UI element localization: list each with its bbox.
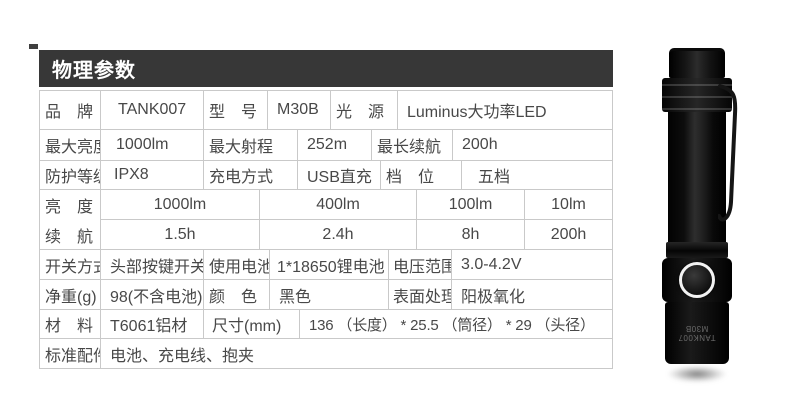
table-cell: 净重(g) (40, 280, 101, 310)
table-cell: 型 号 (204, 91, 268, 130)
table-cell: 档 位 (381, 161, 462, 190)
table-cell: 使用电池 (204, 250, 270, 280)
table-row: 亮 度 1000lm 400lm 100lm 10lm (40, 190, 613, 220)
section-header-bar: 物理参数 (39, 50, 613, 87)
table-cell: 表面处理 (389, 280, 452, 310)
table-cell: 续 航 (40, 220, 101, 250)
table-cell: 头部按键开关 (101, 250, 204, 280)
table-cell: 200h (453, 130, 613, 161)
table-cell: 颜 色 (204, 280, 270, 310)
flashlight-reflection (668, 366, 726, 382)
flashlight-brand-text: TANK007 M30B (678, 324, 716, 342)
table-cell: 五档 (462, 161, 613, 190)
table-row: 续 航 1.5h 2.4h 8h 200h (40, 220, 613, 250)
table-cell: 3.0-4.2V (452, 250, 613, 280)
table-cell: 尺寸(mm) (204, 310, 300, 339)
table-cell: 开关方式 (40, 250, 101, 280)
table-cell: IPX8 (101, 161, 204, 190)
table-row: 材 料 T6061铝材 尺寸(mm) 136 （长度） * 25.5 （筒径） … (40, 310, 613, 339)
table-cell: 1.5h (101, 220, 260, 250)
flashlight-body (668, 112, 726, 242)
table-row: 品 牌 TANK007 型 号 M30B 光 源 Luminus大功率LED (40, 91, 613, 130)
table-cell: 1000lm (101, 130, 204, 161)
flashlight-switch-section (662, 258, 732, 302)
table-cell: 200h (525, 220, 613, 250)
table-cell: 电池、充电线、抱夹 (101, 339, 613, 369)
table-cell: 阳极氧化 (452, 280, 613, 310)
table-cell: 品 牌 (40, 91, 101, 130)
table-cell: 10lm (525, 190, 613, 220)
table-cell: USB直充 (298, 161, 381, 190)
table-row: 最大亮度 1000lm 最大射程 252m 最长续航 200h (40, 130, 613, 161)
flashlight-ring (666, 242, 728, 258)
table-cell: 1000lm (101, 190, 260, 220)
table-cell: 最大射程 (204, 130, 298, 161)
flashlight-switch-button (679, 262, 715, 298)
table-cell: 98(不含电池) (101, 280, 204, 310)
spec-table: 品 牌 TANK007 型 号 M30B 光 源 Luminus大功率LED 最… (39, 90, 613, 369)
table-cell: 电压范围 (389, 250, 452, 280)
table-cell: 充电方式 (204, 161, 298, 190)
table-cell: 8h (417, 220, 525, 250)
table-cell: Luminus大功率LED (398, 91, 613, 130)
corner-mark (29, 44, 38, 49)
table-cell: 400lm (260, 190, 417, 220)
table-cell: 2.4h (260, 220, 417, 250)
table-cell: 最大亮度 (40, 130, 101, 161)
table-cell: 黑色 (270, 280, 389, 310)
flashlight-pocket-clip (718, 84, 738, 222)
table-row: 防护等级 IPX8 充电方式 USB直充 档 位 五档 (40, 161, 613, 190)
table-row: 开关方式 头部按键开关 使用电池 1*18650锂电池 电压范围 3.0-4.2… (40, 250, 613, 280)
table-cell: 1*18650锂电池 (270, 250, 389, 280)
table-cell: 最长续航 (372, 130, 453, 161)
flashlight-tailcap (669, 48, 725, 78)
section-title: 物理参数 (52, 60, 136, 82)
table-cell: 252m (298, 130, 372, 161)
table-cell: 防护等级 (40, 161, 101, 190)
table-cell: 光 源 (331, 91, 398, 130)
table-cell: M30B (268, 91, 331, 130)
flashlight-groove-rings (662, 78, 732, 112)
table-cell: T6061铝材 (101, 310, 204, 339)
table-row: 净重(g) 98(不含电池) 颜 色 黑色 表面处理 阳极氧化 (40, 280, 613, 310)
table-cell: 标准配件 (40, 339, 101, 369)
product-photo-flashlight: TANK007 M30B (642, 48, 752, 382)
flashlight-brand-name: TANK007 (678, 333, 716, 342)
table-cell: 材 料 (40, 310, 101, 339)
flashlight-head: TANK007 M30B (665, 302, 729, 364)
flashlight-model-name: M30B (685, 324, 709, 333)
table-cell: 亮 度 (40, 190, 101, 220)
table-cell: 136 （长度） * 25.5 （筒径） * 29 （头径） (300, 310, 613, 339)
table-cell: TANK007 (101, 91, 204, 130)
table-row: 标准配件 电池、充电线、抱夹 (40, 339, 613, 369)
table-cell: 100lm (417, 190, 525, 220)
